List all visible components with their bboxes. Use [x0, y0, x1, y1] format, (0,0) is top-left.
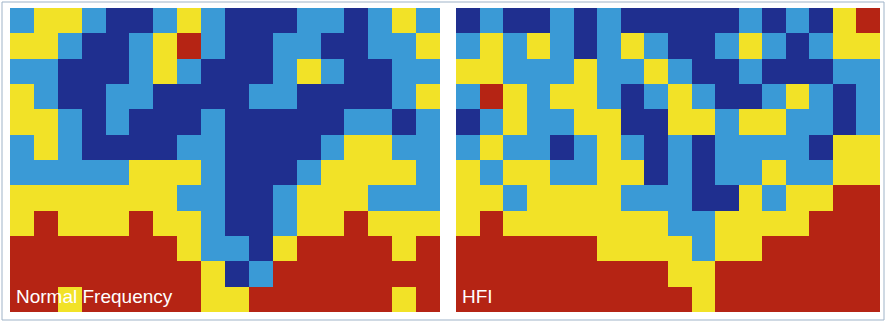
svg-text:HFI: HFI	[462, 286, 493, 307]
svg-text:Normal Frequency: Normal Frequency	[16, 286, 173, 307]
